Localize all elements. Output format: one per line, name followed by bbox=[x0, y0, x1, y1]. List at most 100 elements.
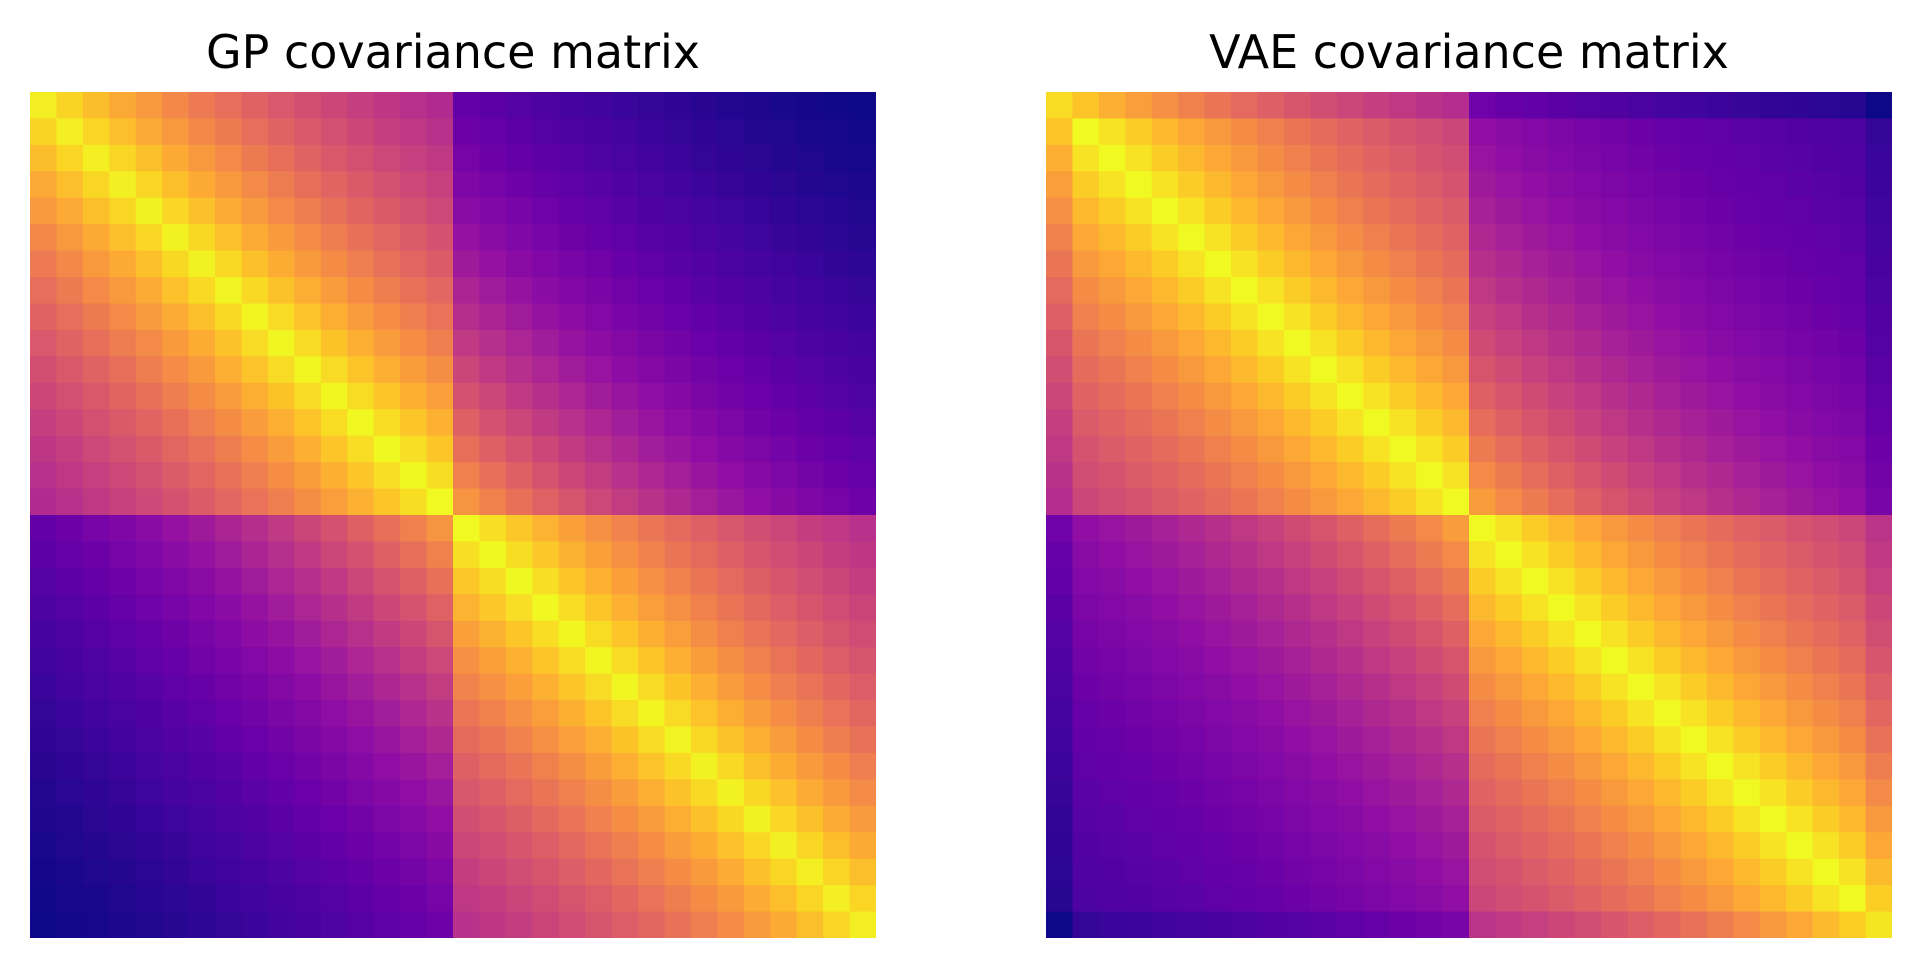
heatmap-cell bbox=[638, 118, 666, 146]
heatmap-cell bbox=[1574, 779, 1602, 807]
heatmap-cell bbox=[1231, 409, 1259, 437]
heatmap-cell bbox=[1098, 567, 1126, 595]
heatmap-cell bbox=[1257, 858, 1285, 886]
heatmap-cell bbox=[611, 382, 639, 410]
heatmap-cell bbox=[1786, 250, 1814, 278]
heatmap-cell bbox=[1046, 250, 1074, 278]
heatmap-cell bbox=[56, 832, 84, 860]
heatmap-cell bbox=[823, 250, 851, 278]
heatmap-cell bbox=[1442, 567, 1470, 595]
heatmap-cell bbox=[1231, 885, 1259, 913]
heatmap-cell bbox=[1204, 356, 1232, 384]
heatmap-cell bbox=[1072, 647, 1100, 675]
heatmap-cell bbox=[479, 805, 507, 833]
heatmap-cell bbox=[796, 224, 824, 252]
heatmap-cell bbox=[1839, 409, 1867, 437]
heatmap-cell bbox=[1495, 752, 1523, 780]
heatmap-cell bbox=[426, 118, 454, 146]
heatmap-cell bbox=[532, 805, 560, 833]
heatmap-cell bbox=[1733, 488, 1761, 516]
heatmap-cell bbox=[479, 250, 507, 278]
heatmap-cell bbox=[1495, 92, 1523, 120]
heatmap-cell bbox=[664, 118, 692, 146]
heatmap-cell bbox=[1098, 303, 1126, 331]
heatmap-cell bbox=[453, 726, 481, 754]
heatmap-cell bbox=[373, 303, 401, 331]
heatmap-cell bbox=[320, 541, 348, 569]
heatmap-cell bbox=[770, 409, 798, 437]
heatmap-cell bbox=[294, 832, 322, 860]
heatmap-cell bbox=[135, 594, 163, 622]
heatmap-cell bbox=[400, 700, 428, 728]
heatmap-cell bbox=[1812, 382, 1840, 410]
heatmap-cell bbox=[1733, 435, 1761, 463]
heatmap-cell bbox=[188, 250, 216, 278]
heatmap-cell bbox=[1310, 752, 1338, 780]
heatmap-cell bbox=[849, 700, 876, 728]
heatmap-cell bbox=[1072, 224, 1100, 252]
heatmap-cell bbox=[1442, 805, 1470, 833]
heatmap-cell bbox=[743, 805, 771, 833]
heatmap-cell bbox=[1865, 805, 1892, 833]
heatmap-cell bbox=[1204, 752, 1232, 780]
heatmap-cell bbox=[664, 805, 692, 833]
heatmap-cell bbox=[56, 462, 84, 490]
heatmap-cell bbox=[585, 144, 613, 172]
heatmap-cell bbox=[1442, 224, 1470, 252]
heatmap-cell bbox=[1469, 277, 1497, 305]
heatmap-cell bbox=[717, 805, 745, 833]
heatmap-cell bbox=[1548, 303, 1576, 331]
heatmap-cell bbox=[1363, 118, 1391, 146]
heatmap-cell bbox=[1416, 462, 1444, 490]
heatmap-cell bbox=[690, 673, 718, 701]
heatmap-cell bbox=[30, 805, 58, 833]
heatmap-cell bbox=[426, 620, 454, 648]
heatmap-cell bbox=[849, 620, 876, 648]
heatmap-cell bbox=[1839, 488, 1867, 516]
heatmap-cell bbox=[1759, 118, 1787, 146]
heatmap-cell bbox=[585, 752, 613, 780]
heatmap-cell bbox=[1151, 303, 1179, 331]
heatmap-cell bbox=[1786, 832, 1814, 860]
heatmap-cell bbox=[1151, 779, 1179, 807]
heatmap-cell bbox=[1469, 620, 1497, 648]
heatmap-cell bbox=[109, 647, 137, 675]
heatmap-cell bbox=[453, 329, 481, 357]
heatmap-cell bbox=[1363, 171, 1391, 199]
heatmap-cell bbox=[30, 515, 58, 543]
heatmap-cell bbox=[320, 700, 348, 728]
heatmap-cell bbox=[770, 541, 798, 569]
heatmap-cell bbox=[1336, 92, 1364, 120]
heatmap-cell bbox=[1469, 197, 1497, 225]
heatmap-cell bbox=[770, 329, 798, 357]
heatmap-cell bbox=[373, 435, 401, 463]
heatmap-cell bbox=[1178, 409, 1206, 437]
heatmap-cell bbox=[1257, 144, 1285, 172]
heatmap-cell bbox=[1469, 647, 1497, 675]
heatmap-cell bbox=[109, 462, 137, 490]
heatmap-cell bbox=[1257, 92, 1285, 120]
heatmap-cell bbox=[215, 488, 243, 516]
heatmap-cell bbox=[347, 858, 375, 886]
heatmap-cell bbox=[796, 752, 824, 780]
heatmap-cell bbox=[1072, 779, 1100, 807]
heatmap-cell bbox=[1336, 858, 1364, 886]
heatmap-cell bbox=[505, 488, 533, 516]
heatmap-cell bbox=[1654, 303, 1682, 331]
heatmap-cell bbox=[532, 594, 560, 622]
heatmap-cell bbox=[664, 92, 692, 120]
heatmap-cell bbox=[1257, 911, 1285, 938]
heatmap-cell bbox=[1151, 594, 1179, 622]
heatmap-cell bbox=[294, 541, 322, 569]
heatmap-cell bbox=[1204, 647, 1232, 675]
heatmap-cell bbox=[30, 567, 58, 595]
heatmap-cell bbox=[1839, 356, 1867, 384]
heatmap-cell bbox=[611, 885, 639, 913]
heatmap-cell bbox=[1416, 435, 1444, 463]
heatmap-cell bbox=[109, 858, 137, 886]
heatmap-cell bbox=[426, 488, 454, 516]
heatmap-cell bbox=[320, 752, 348, 780]
heatmap-cell bbox=[558, 171, 586, 199]
heatmap-cell bbox=[162, 885, 190, 913]
heatmap-cell bbox=[690, 726, 718, 754]
